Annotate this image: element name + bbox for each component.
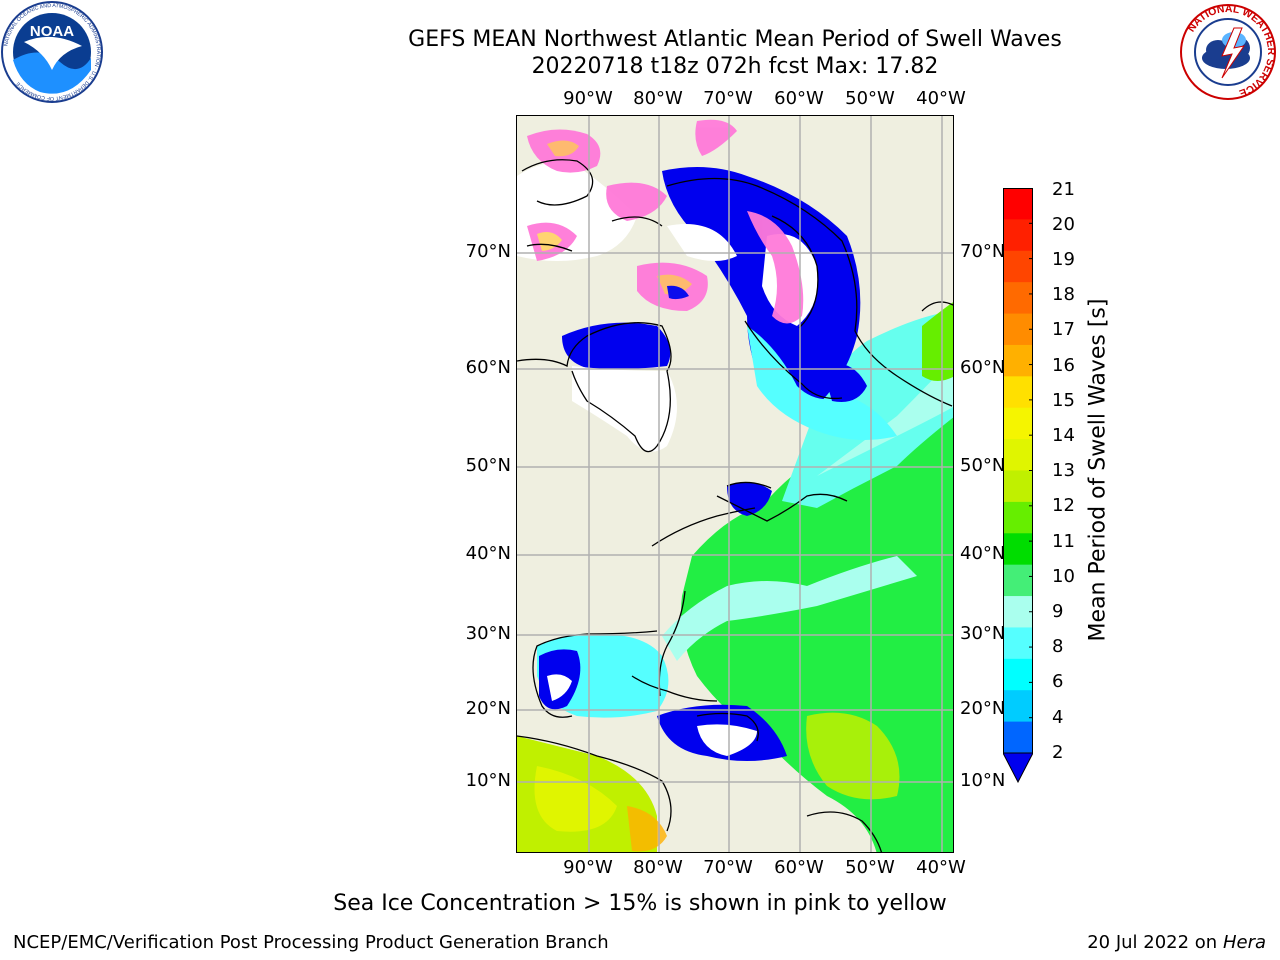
colorbar-swatch <box>1003 501 1033 534</box>
lat-label-right: 30°N <box>960 623 1006 644</box>
nws-logo: NATIONAL WEATHER SERVICE <box>1180 3 1277 100</box>
colorbar-swatch <box>1003 407 1033 440</box>
lon-label-bottom: 90°W <box>563 857 613 878</box>
lon-label-top: 80°W <box>633 88 683 109</box>
colorbar-tick: 14 <box>1052 425 1075 446</box>
lon-label-bottom: 50°W <box>845 857 895 878</box>
colorbar-tick: 10 <box>1052 566 1075 587</box>
colorbar-swatch <box>1003 344 1033 377</box>
colorbar-tick: 2 <box>1052 742 1064 763</box>
lon-label-top: 50°W <box>845 88 895 109</box>
lat-label-right: 50°N <box>960 455 1006 476</box>
colorbar-swatch <box>1003 282 1033 315</box>
sea-ice <box>527 119 804 324</box>
colorbar-tick: 16 <box>1052 355 1075 376</box>
colorbar-tick: 20 <box>1052 214 1075 235</box>
lat-label-left: 40°N <box>465 543 511 564</box>
lon-label-top: 40°W <box>916 88 966 109</box>
colorbar-swatch <box>1003 439 1033 471</box>
colorbar-tick: 11 <box>1052 531 1075 552</box>
colorbar-swatch <box>1003 721 1033 754</box>
colorbar-swatch <box>1003 658 1033 691</box>
colorbar-swatch <box>1003 188 1033 220</box>
footer-host: Hera <box>1222 932 1266 953</box>
lon-label-bottom: 70°W <box>703 857 753 878</box>
colorbar-tick: 9 <box>1052 601 1064 622</box>
colorbar-swatch <box>1003 596 1033 628</box>
colorbar-tick: 21 <box>1052 179 1075 200</box>
colorbar-swatch <box>1003 564 1033 597</box>
colorbar-swatch <box>1003 219 1033 252</box>
footer-date: 20 Jul 2022 on Hera <box>1087 932 1266 953</box>
footer-date-text: 20 Jul 2022 on <box>1087 932 1223 953</box>
sea-ice-note: Sea Ice Concentration > 15% is shown in … <box>333 891 947 916</box>
lat-label-left: 60°N <box>465 357 511 378</box>
lon-label-bottom: 40°W <box>916 857 966 878</box>
noaa-logo-text: NOAA <box>30 23 74 40</box>
graticule <box>517 116 953 852</box>
colorbar-tick: 15 <box>1052 390 1075 411</box>
colorbar-tick: 8 <box>1052 636 1064 657</box>
colorbar-swatch <box>1003 313 1033 346</box>
lat-label-right: 10°N <box>960 770 1006 791</box>
colorbar-swatch <box>1003 470 1033 503</box>
lon-label-bottom: 80°W <box>633 857 683 878</box>
colorbar-tick: 4 <box>1052 707 1064 728</box>
lat-label-left: 20°N <box>465 698 511 719</box>
chart-title: GEFS MEAN Northwest Atlantic Mean Period… <box>408 27 1062 52</box>
coastlines <box>517 159 953 852</box>
lat-label-left: 50°N <box>465 455 511 476</box>
lat-label-left: 30°N <box>465 623 511 644</box>
colorbar-tick: 6 <box>1052 671 1064 692</box>
colorbar-tick: 18 <box>1052 284 1075 305</box>
lon-label-top: 90°W <box>563 88 613 109</box>
colorbar-extend-arrow <box>1003 752 1033 783</box>
lat-label-right: 40°N <box>960 543 1006 564</box>
map-panel <box>516 115 954 853</box>
colorbar-swatch <box>1003 533 1033 566</box>
lat-label-left: 10°N <box>465 770 511 791</box>
lat-label-left: 70°N <box>465 241 511 262</box>
lat-label-right: 20°N <box>960 698 1006 719</box>
lat-label-right: 60°N <box>960 357 1006 378</box>
colorbar-tick: 12 <box>1052 495 1075 516</box>
footer-credit: NCEP/EMC/Verification Post Processing Pr… <box>13 932 609 953</box>
colorbar-tick: 13 <box>1052 460 1075 481</box>
colorbar-swatch <box>1003 627 1033 660</box>
colorbar-swatch <box>1003 690 1033 723</box>
noaa-logo: NOAA NATIONAL OCEANIC AND ATMOSPHERIC AD… <box>1 1 103 103</box>
colorbar-swatch <box>1003 250 1033 283</box>
chart-subtitle: 20220718 t18z 072h fcst Max: 17.82 <box>531 54 939 79</box>
lon-label-top: 60°W <box>774 88 824 109</box>
map-canvas <box>517 116 953 852</box>
colorbar-swatch <box>1003 376 1033 409</box>
colorbar-tick: 17 <box>1052 319 1075 340</box>
lon-label-bottom: 60°W <box>774 857 824 878</box>
lat-label-right: 70°N <box>960 241 1006 262</box>
lon-label-top: 70°W <box>703 88 753 109</box>
colorbar-label: Mean Period of Swell Waves [s] <box>1085 298 1111 642</box>
colorbar-tick: 19 <box>1052 249 1075 270</box>
colorbar <box>1003 188 1033 783</box>
